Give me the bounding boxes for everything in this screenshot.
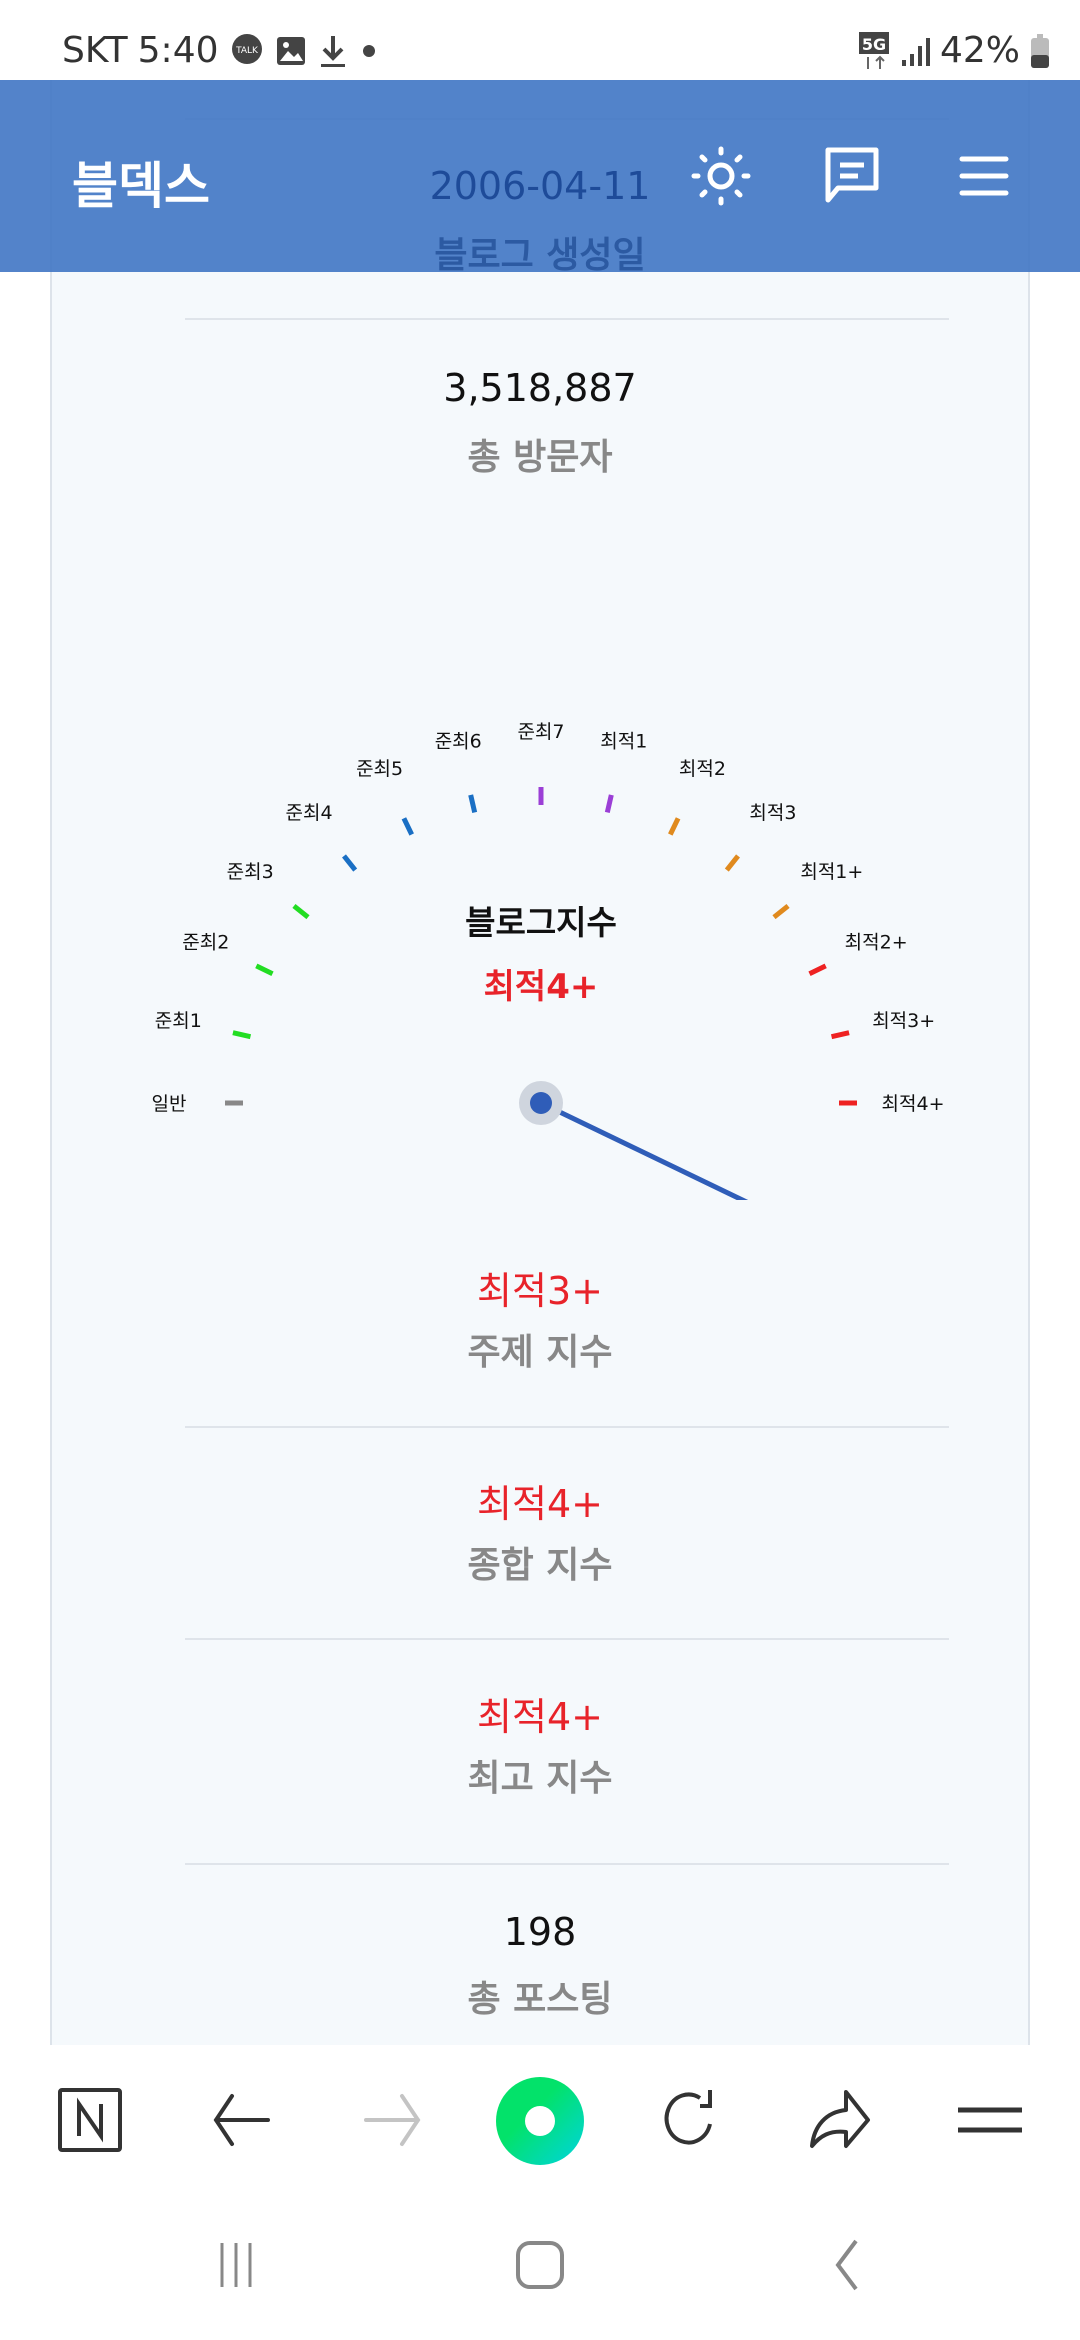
signal-icon xyxy=(901,37,930,66)
gauge-tick xyxy=(232,1030,252,1040)
share-icon[interactable] xyxy=(800,2080,880,2160)
gauge-level-label: 준최6 xyxy=(435,730,482,752)
overall-index-value: 최적4+ xyxy=(477,1482,603,1526)
gauge-tick xyxy=(401,817,414,836)
kakaotalk-icon: TALK xyxy=(231,33,262,64)
blog-stats-card: 2006-04-11 블로그 생성일 3,518,887 총 방문자 블로그지수… xyxy=(50,80,1030,2050)
gauge-value: 최적4+ xyxy=(484,967,599,1007)
gauge-level-label: 최적1+ xyxy=(800,861,863,883)
topic-index-value: 최적3+ xyxy=(477,1269,603,1313)
menu-icon[interactable] xyxy=(948,140,1020,212)
gauge-hub xyxy=(530,1092,552,1114)
gauge-level-label: 최적1 xyxy=(600,730,647,752)
divider xyxy=(185,1863,949,1865)
back-icon[interactable] xyxy=(202,2080,282,2160)
best-index-label: 최고 지수 xyxy=(467,1758,613,1799)
gauge-level-label: 준최1 xyxy=(155,1010,202,1032)
gauge-level-label: 일반 xyxy=(152,1093,187,1115)
gauge-tick xyxy=(468,794,478,814)
overall-index-label: 종합 지수 xyxy=(467,1545,613,1586)
battery-percent: 42% xyxy=(939,30,1020,71)
gauge-level-label: 준최3 xyxy=(227,861,274,883)
sun-icon[interactable] xyxy=(685,140,757,212)
dot-icon xyxy=(362,44,375,57)
gauge-needle xyxy=(539,1100,749,1200)
gauge-tick xyxy=(342,854,358,872)
gauge-title: 블로그지수 xyxy=(465,903,617,942)
topic-index-label: 주제 지수 xyxy=(467,1332,613,1373)
gauge-level-label: 준최4 xyxy=(286,802,333,824)
gauge-tick xyxy=(808,963,827,976)
divider xyxy=(185,1638,949,1640)
gauge-level-label: 준최5 xyxy=(356,758,403,780)
gauge-tick xyxy=(604,794,614,814)
gauge-level-label: 최적2+ xyxy=(845,932,908,954)
gauge-tick xyxy=(772,904,790,920)
best-index-value: 최적4+ xyxy=(477,1695,603,1739)
visitors-value: 3,518,887 xyxy=(443,366,637,410)
status-bar: SKT 5:40 TALK 5G 42% xyxy=(0,0,1080,80)
app-title[interactable]: 블덱스 xyxy=(72,157,210,215)
app-header: 블덱스 xyxy=(0,80,1080,272)
visitors-label: 총 방문자 xyxy=(467,437,613,478)
gauge-level-label: 최적3 xyxy=(749,802,796,824)
5g-icon: 5G xyxy=(858,31,889,69)
gauge-level-label: 최적3+ xyxy=(872,1010,935,1032)
forward-icon[interactable] xyxy=(352,2080,432,2160)
reload-icon[interactable] xyxy=(650,2080,730,2160)
browser-toolbar xyxy=(0,2045,1080,2340)
divider xyxy=(185,318,949,320)
system-home-icon[interactable] xyxy=(500,2225,580,2305)
divider xyxy=(185,1426,949,1428)
download-icon xyxy=(320,35,345,67)
gallery-icon xyxy=(276,36,305,65)
gauge-tick xyxy=(255,963,274,976)
posts-value: 198 xyxy=(503,1910,577,1954)
carrier: SKT xyxy=(62,30,128,71)
gauge-tick xyxy=(292,904,310,920)
svg-text:TALK: TALK xyxy=(235,46,259,56)
gauge-level-label: 준최7 xyxy=(517,721,564,743)
clock: 5:40 xyxy=(137,30,219,71)
menu-icon[interactable] xyxy=(950,2080,1030,2160)
gauge-tick xyxy=(668,817,681,836)
svg-text:5G: 5G xyxy=(862,35,886,54)
created-date-value: 2006-04-11 xyxy=(429,164,651,208)
message-icon[interactable] xyxy=(816,140,888,212)
naver-icon[interactable] xyxy=(50,2080,130,2160)
system-back-icon[interactable] xyxy=(804,2225,884,2305)
home-icon[interactable] xyxy=(496,2077,584,2165)
recents-icon[interactable] xyxy=(198,2225,278,2305)
gauge-level-label: 최적4+ xyxy=(882,1093,945,1115)
gauge-level-label: 준최2 xyxy=(182,932,229,954)
blog-index-gauge: 블로그지수 최적4+ 일반 준최1 준최2 준최3 준최4 준최5 준최6 준최7 최적1 최적2… xyxy=(152,721,945,1200)
gauge-level-label: 최적2 xyxy=(679,758,726,780)
posts-label: 총 포스팅 xyxy=(467,1979,613,2020)
battery-icon xyxy=(1031,33,1049,68)
gauge-tick xyxy=(724,854,740,872)
gauge-tick xyxy=(830,1030,850,1040)
created-date-label: 블로그 생성일 xyxy=(434,235,646,276)
